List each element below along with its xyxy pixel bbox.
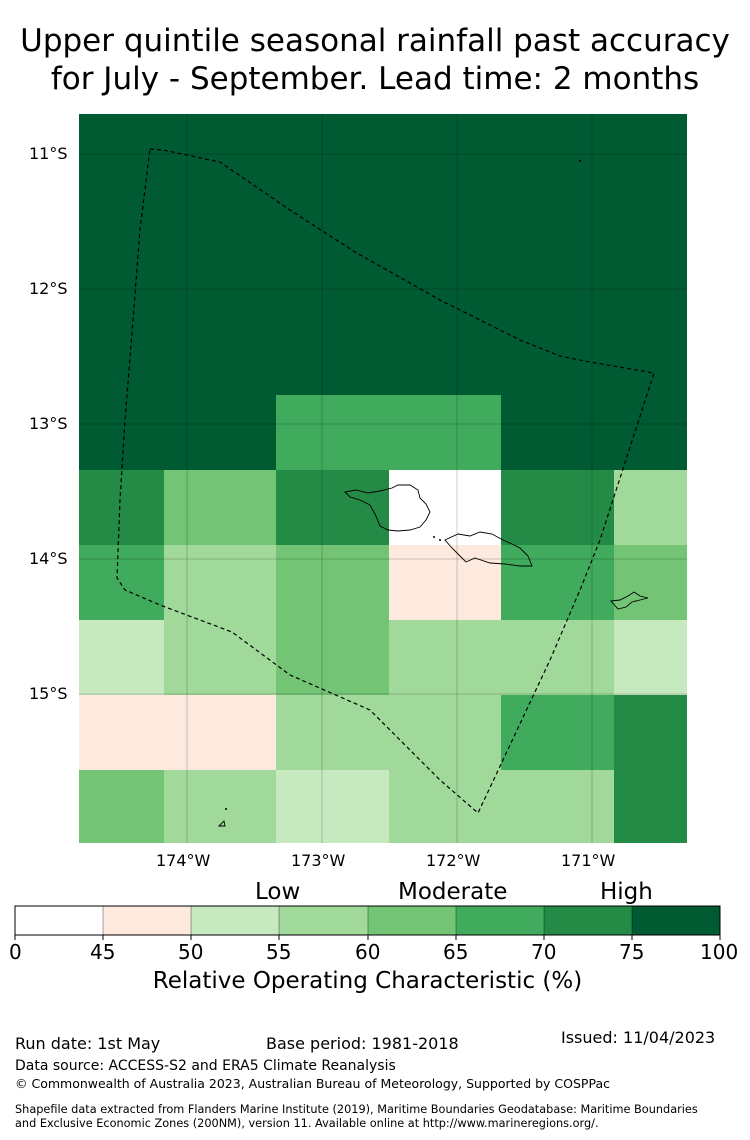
colorbar-segment [368, 906, 456, 935]
grid-cell [276, 620, 389, 695]
grid-cell [79, 545, 164, 620]
shapefile-credit-2: and Exclusive Economic Zones (200NM), ve… [15, 1117, 599, 1130]
grid-cell [614, 620, 687, 695]
grid-cell [276, 770, 389, 843]
colorbar-tick: 65 [443, 940, 469, 964]
grid-cell [276, 545, 389, 620]
grid-cell [501, 470, 614, 545]
islet [439, 539, 441, 541]
islets [225, 160, 581, 810]
colorbar-tick: 70 [531, 940, 557, 964]
colorbar-segment [632, 906, 720, 935]
colorbar-segment [279, 906, 368, 935]
category-label-low: Low [255, 879, 301, 905]
colorbar-tick: 50 [178, 940, 204, 964]
title-line-2: for July - September. Lead time: 2 month… [50, 61, 700, 97]
lat-label-13s: 13°S [29, 414, 68, 433]
colorbar-tick: 55 [266, 940, 292, 964]
grid-cell [501, 545, 614, 620]
lon-label-172w: 172°W [426, 851, 481, 870]
grid-cell [276, 395, 501, 470]
grid-cell [389, 470, 501, 545]
shapefile-credit-1: Shapefile data extracted from Flanders M… [15, 1103, 698, 1116]
colorbar-tick: 0 [9, 940, 22, 964]
colorbar-title: Relative Operating Characteristic (%) [152, 968, 583, 994]
tutuila-island [610, 591, 649, 610]
issued-date: Issued: 11/04/2023 [561, 1028, 716, 1047]
colorbar [14, 905, 721, 940]
savaii-island [344, 484, 431, 532]
lat-label-11s: 11°S [29, 144, 68, 163]
colorbar-segment [15, 906, 103, 935]
lat-label-14s: 14°S [29, 549, 68, 568]
category-label-high: High [600, 879, 653, 905]
islet [579, 160, 581, 162]
lon-label-173w: 173°W [291, 851, 346, 870]
grid-cell [389, 620, 614, 695]
grid-cell [614, 545, 687, 620]
islet [225, 808, 227, 810]
base-period: Base period: 1981-2018 [266, 1034, 459, 1053]
map-title: Upper quintile seasonal rainfall past ac… [0, 22, 750, 98]
grid-cell [79, 770, 164, 843]
grid-cell [79, 695, 276, 770]
colorbar-tick: 100 [700, 940, 739, 964]
colorbar-tick: 75 [619, 940, 645, 964]
colorbar-segment [191, 906, 279, 935]
grid-cell [164, 620, 276, 695]
accuracy-grid [79, 114, 687, 843]
coastline [217, 484, 649, 827]
lat-label-12s: 12°S [29, 279, 68, 298]
data-source: Data source: ACCESS-S2 and ERA5 Climate … [15, 1058, 396, 1074]
islet [433, 536, 435, 538]
grid-cell [164, 770, 276, 843]
colorbar-segment [456, 906, 544, 935]
graticule [79, 114, 687, 843]
upolu-island [444, 531, 533, 567]
copyright: © Commonwealth of Australia 2023, Austra… [15, 1076, 610, 1091]
grid-cell [389, 545, 501, 620]
colorbar-segment [103, 906, 191, 935]
title-line-1: Upper quintile seasonal rainfall past ac… [20, 23, 730, 59]
small-island [217, 820, 226, 827]
lon-label-171w: 171°W [561, 851, 616, 870]
grid-cell [614, 470, 687, 545]
grid-cell [389, 770, 614, 843]
lon-label-174w: 174°W [156, 851, 211, 870]
grid-cell [164, 470, 276, 545]
colorbar-tick: 60 [355, 940, 381, 964]
category-label-moderate: Moderate [398, 879, 508, 905]
grid-cell [614, 695, 687, 843]
colorbar-segment [544, 906, 632, 935]
eez-boundary [116, 148, 655, 814]
grid-cell [276, 470, 389, 545]
lat-label-15s: 15°S [29, 684, 68, 703]
grid-cell [79, 470, 164, 545]
run-date: Run date: 1st May [15, 1034, 161, 1053]
grid-cell [276, 695, 501, 770]
colorbar-tick: 45 [90, 940, 116, 964]
grid-cell [79, 620, 164, 695]
grid-cell [164, 545, 276, 620]
grid-cell [501, 695, 614, 770]
